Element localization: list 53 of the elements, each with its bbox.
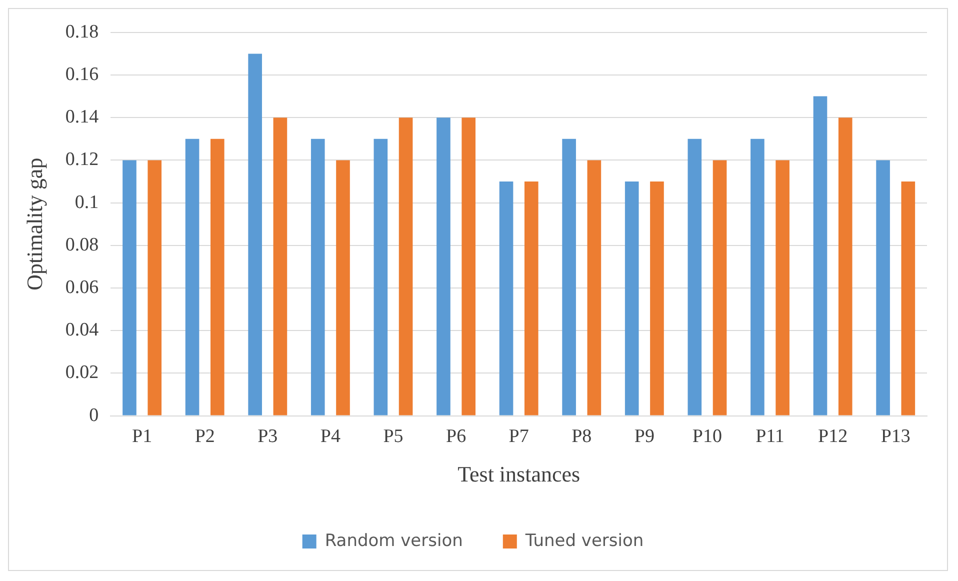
legend-label: Random version [324, 530, 463, 551]
x-tick-label: P2 [194, 426, 215, 448]
bar [587, 160, 602, 416]
bar [310, 138, 325, 416]
bar [499, 182, 514, 416]
bar [776, 160, 790, 416]
y-tick-label: 0 [89, 404, 99, 426]
bar [650, 182, 664, 416]
bar [273, 118, 288, 416]
bar [901, 182, 916, 416]
y-tick-label: 0.08 [65, 234, 99, 256]
x-tick-label: P11 [756, 426, 784, 448]
bar [624, 182, 639, 416]
bar [876, 160, 890, 416]
bar [248, 54, 262, 416]
y-axis-title: Optimality gap [22, 158, 47, 290]
bar [838, 118, 852, 416]
bar [524, 182, 538, 416]
x-tick-label: P9 [634, 426, 654, 448]
bar [750, 138, 764, 416]
y-tick-label: 0.04 [65, 320, 100, 341]
y-tick-label: 0.18 [65, 21, 99, 42]
y-tick-label: 0.02 [65, 362, 99, 384]
y-tick-label: 0.1 [74, 192, 99, 213]
bar [398, 118, 413, 416]
x-tick-label: P1 [132, 426, 152, 448]
x-axis-title: Test instances [458, 462, 580, 487]
bar [336, 160, 350, 416]
legend-label: Tuned version [524, 530, 644, 551]
bar [462, 118, 476, 416]
x-tick-label: P6 [446, 426, 466, 448]
x-tick-label: P8 [572, 426, 592, 448]
bar [185, 138, 200, 416]
x-tick-label: P12 [818, 426, 848, 448]
bar [148, 160, 162, 416]
x-tick-label: P13 [880, 426, 910, 448]
x-tick-label: P7 [508, 426, 529, 448]
bar [122, 160, 136, 416]
y-tick-label: 0.16 [65, 64, 99, 85]
bar [210, 138, 224, 416]
bar [712, 160, 727, 416]
y-tick-label: 0.06 [65, 276, 99, 298]
bar [374, 138, 388, 416]
x-tick-label: P4 [320, 426, 341, 448]
bar [688, 138, 702, 416]
bar [813, 96, 828, 416]
x-tick-label: P3 [258, 426, 278, 448]
bar [562, 138, 576, 416]
y-tick-label: 0.12 [65, 149, 99, 170]
y-tick-label: 0.14 [65, 106, 100, 128]
x-tick-label: P10 [692, 426, 722, 448]
bar [436, 118, 450, 416]
x-tick-label: P5 [383, 426, 404, 448]
